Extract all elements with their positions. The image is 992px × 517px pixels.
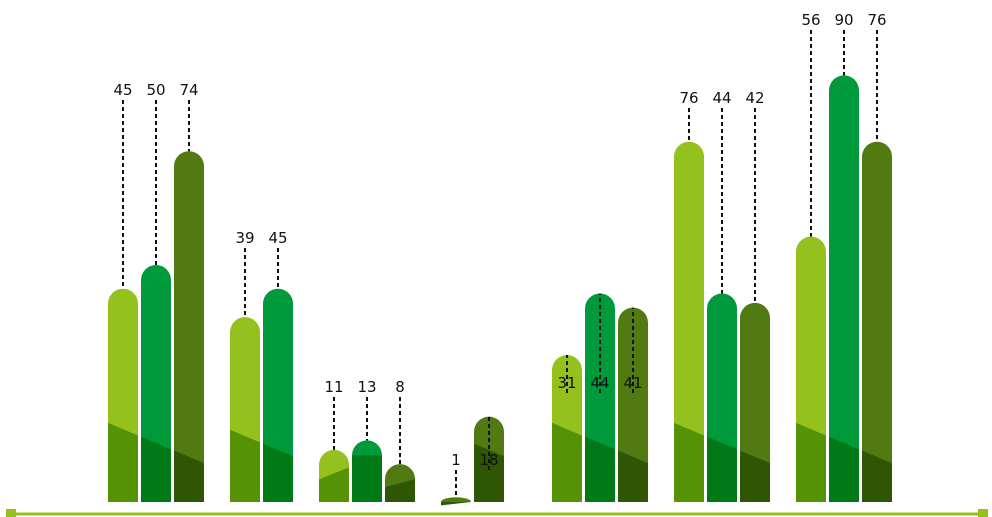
bar-group-7-bar-3-shade <box>862 450 892 502</box>
bar-group-5-bar-2-shade <box>585 436 615 502</box>
bar-group-5-bar-1-shade <box>552 422 582 502</box>
bar-group-3-bar-2-shade <box>352 455 382 502</box>
bar-group-7-bar-2 <box>829 75 859 502</box>
value-label-6-3: 42 <box>745 89 764 107</box>
value-label-4-2: 18 <box>479 451 498 469</box>
value-label-6-1: 76 <box>679 89 698 107</box>
value-label-7-1: 56 <box>801 11 820 29</box>
bar-group-4-bar-2-shade <box>474 443 504 502</box>
bar-group-2-bar-1-shade <box>230 429 260 502</box>
bar-group-1-bar-3-shade <box>174 450 204 502</box>
value-label-2-1: 39 <box>235 229 254 247</box>
bar-group-3-bar-3-shade <box>385 479 415 502</box>
bar-group-7-bar-2-shade <box>829 436 859 502</box>
bar-group-7-bar-1-shade <box>796 422 826 502</box>
bar-group-6-bar-3 <box>740 302 770 502</box>
bar-group-2-bar-2-shade <box>263 443 293 502</box>
bar-group-4-bar-1-shade <box>441 502 471 506</box>
bar-group-6-bar-2-shade <box>707 436 737 502</box>
bar-group-6-bar-3-shade <box>740 450 770 502</box>
bar-group-5-bar-3 <box>618 307 648 502</box>
value-label-1-1: 45 <box>113 81 132 99</box>
value-label-3-2: 13 <box>357 378 376 396</box>
axis-end-cap-left <box>6 509 16 517</box>
value-label-7-2: 90 <box>834 11 853 29</box>
value-label-2-2: 45 <box>268 229 287 247</box>
value-label-1-2: 50 <box>146 81 165 99</box>
bars-layer <box>108 75 892 506</box>
value-label-1-3: 74 <box>179 81 198 99</box>
value-label-3-3: 8 <box>395 378 405 396</box>
value-label-3-1: 11 <box>324 378 343 396</box>
labels-layer: 45 50 74 39 45 11 13 8 1 18 31 44 41 76 44 42 56 90 76 <box>113 11 887 498</box>
bar-group-6-bar-1 <box>674 141 704 502</box>
bar-group-7-bar-3 <box>862 141 892 502</box>
bar-group-1-bar-1-shade <box>108 422 138 502</box>
value-label-5-2: 44 <box>590 374 609 392</box>
axis-end-cap-right <box>978 509 988 517</box>
bar-group-3-bar-1-shade <box>319 467 349 502</box>
bar-group-6-bar-1-shade <box>674 422 704 502</box>
bar-group-1-bar-2-shade <box>141 436 171 502</box>
bar-group-1-bar-3 <box>174 151 204 503</box>
value-label-6-2: 44 <box>712 89 731 107</box>
bar-group-5-bar-3-shade <box>618 450 648 502</box>
value-label-4-1: 1 <box>451 451 461 469</box>
x-axis <box>6 509 988 517</box>
value-label-5-1: 31 <box>557 374 576 392</box>
value-label-5-3: 41 <box>623 374 642 392</box>
bar-group-4-bar-1 <box>441 497 471 502</box>
value-label-7-3: 76 <box>867 11 886 29</box>
